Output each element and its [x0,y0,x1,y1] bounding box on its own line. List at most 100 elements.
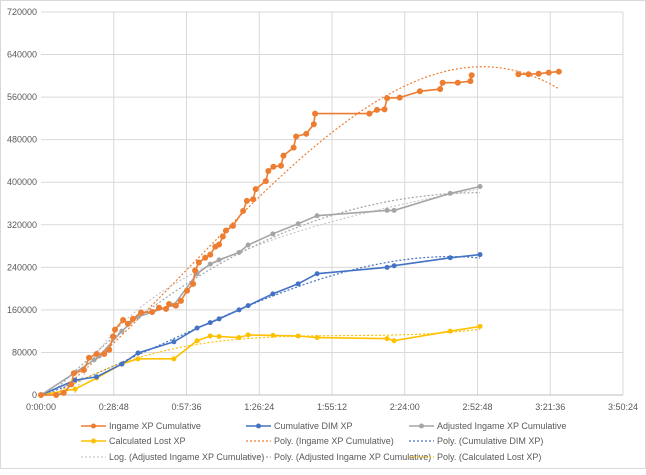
data-point-2 [91,357,97,363]
data-point-0 [112,326,119,333]
data-point-0 [202,254,209,261]
data-point-0 [80,366,87,373]
data-point-1 [171,339,177,345]
y-tick-label: 640000 [7,50,37,60]
legend-item: Cumulative DIM XP [246,421,353,431]
data-point-3 [135,356,141,362]
y-tick-label: 240000 [7,262,37,272]
x-tick-label: 3:21:36 [535,402,565,412]
data-point-0 [177,297,184,304]
data-point-0 [101,351,108,358]
data-point-2 [216,257,222,263]
legend-item: Poly. (Calculated Lost XP) [409,452,541,462]
data-point-0 [120,316,127,323]
data-point-1 [477,252,483,258]
data-point-0 [265,168,272,175]
series-line-3 [40,325,481,396]
data-point-0 [219,233,226,240]
data-point-1 [72,377,78,383]
legend-item: Poly. (Ingame XP Cumulative) [246,436,394,446]
data-point-3 [477,323,483,329]
data-point-0 [53,392,60,398]
x-tick-label: 1:26:24 [244,402,274,412]
data-point-0 [384,95,391,102]
data-point-0 [70,370,77,377]
data-point-0 [155,304,162,311]
y-tick-label: 0 [32,390,37,400]
data-point-0 [555,68,562,75]
data-point-3 [295,333,301,339]
data-point-3 [207,333,213,339]
trendline-3 [41,192,481,396]
data-point-1 [135,350,141,356]
data-point-0 [38,392,44,398]
data-point-2 [207,261,213,267]
data-point-2 [270,231,276,237]
data-point-1 [207,320,213,326]
data-point-0 [109,333,116,340]
legend-label: Cumulative DIM XP [274,421,353,431]
data-point-0 [310,121,317,128]
trendline-4 [41,328,481,396]
data-point-0 [312,110,319,117]
x-tick-label: 0:28:48 [99,402,129,412]
data-point-2 [384,207,390,213]
data-point-1 [216,316,222,322]
legend-item: Log. (Adjusted Ingame XP Cumulative) [81,452,264,462]
data-point-3 [270,332,276,338]
data-point-1 [314,271,320,277]
data-point-3 [72,386,78,392]
y-tick-label: 320000 [7,220,37,230]
data-point-0 [381,106,388,113]
legend-item: Poly. (Adjusted Ingame XP Cumulative) [246,452,431,462]
data-point-0 [250,196,257,203]
x-tick-label: 3:50:24 [608,402,638,412]
data-point-2 [447,190,453,196]
series-line-1 [40,253,481,396]
data-point-0 [138,309,145,316]
data-point-3 [171,356,177,362]
data-point-3 [194,338,200,344]
data-point-0 [270,163,277,170]
data-point-2 [295,221,301,227]
legend-marker [256,423,261,429]
trendline-0 [41,66,560,396]
data-point-0 [252,186,259,193]
data-point-0 [535,70,542,77]
series-line-0 [41,70,559,396]
data-point-0 [195,259,202,266]
data-point-0 [106,346,113,353]
data-point-0 [277,162,284,169]
y-tick-label: 560000 [7,92,37,102]
trendline-2 [74,188,481,394]
data-point-1 [194,325,200,331]
data-point-2 [236,249,242,255]
data-point-1 [295,281,301,287]
data-point-0 [262,178,269,185]
data-point-0 [467,78,474,85]
data-point-1 [94,374,100,380]
y-tick-label: 480000 [7,135,37,145]
legend-label: Poly. (Ingame XP Cumulative) [274,436,394,446]
data-point-0 [280,152,287,159]
data-point-0 [515,71,522,78]
data-point-0 [85,354,92,361]
data-point-0 [366,110,373,117]
data-point-0 [454,79,461,86]
legend-marker [91,438,96,444]
data-point-1 [236,307,242,313]
legend-marker [419,423,424,429]
data-point-0 [525,71,532,78]
data-point-0 [207,251,214,258]
trendline-1 [40,256,481,396]
data-point-0 [222,227,229,234]
data-point-0 [468,72,475,79]
data-point-2 [391,207,397,213]
data-point-0 [416,88,423,95]
data-point-0 [163,305,170,312]
data-point-0 [243,197,250,204]
legend-label: Poly. (Adjusted Ingame XP Cumulative) [274,452,431,462]
data-point-0 [229,222,236,229]
legend-label: Adjusted Ingame XP Cumulative [437,421,566,431]
